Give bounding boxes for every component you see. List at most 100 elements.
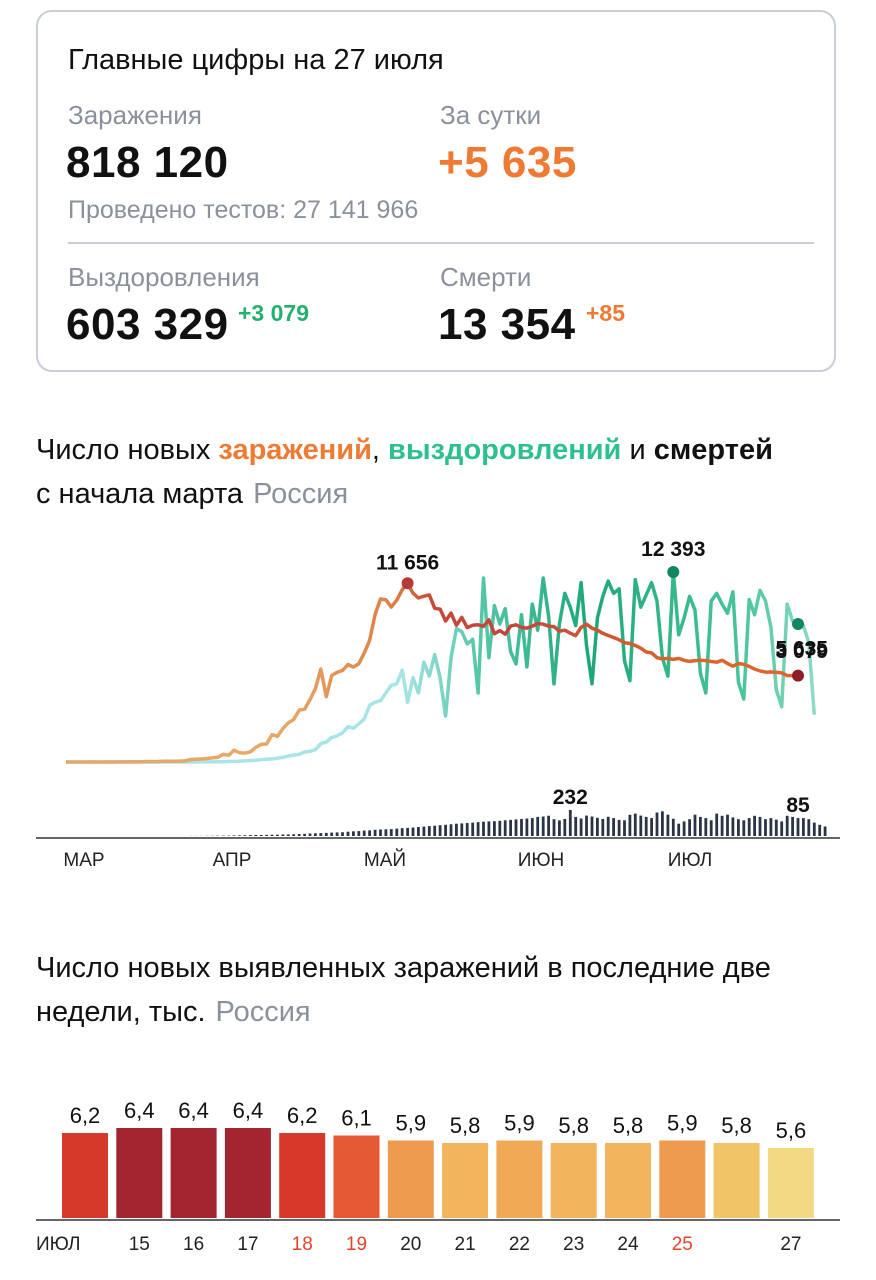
bar-value-label: 5,9 [504,1111,535,1136]
daily-label: За сутки [440,100,542,130]
death-bar [465,823,469,836]
month-tick-label: ИЮЛ [36,1234,80,1255]
death-bar [818,824,822,836]
death-bar [812,822,816,836]
month-label: МАР [63,850,104,871]
death-bar [655,812,659,836]
death-bar [623,820,626,836]
death-bar [774,819,778,836]
death-bar [286,834,290,836]
day-bar [116,1128,163,1218]
recoveries-last-marker [792,618,804,631]
bar-value-label: 5,8 [613,1113,644,1138]
deaths-value: 13 354 [438,300,576,349]
death-bar [400,828,404,836]
two-week-bar-chart: 6,2 6,4 6,4 6,4 6,2 6,1 5,9 5,8 5,9 5,8 5,8 5,9 5,8 5… [36,1098,840,1255]
recoveries-peak-label: 12 393 [641,538,705,561]
death-bar [802,818,805,836]
month-label: ИЮЛ [668,850,712,871]
death-bar [769,818,773,836]
death-bar [726,814,729,836]
day-bar [713,1143,760,1218]
death-bar [731,817,735,836]
death-bar [601,818,605,836]
chart1-heading-comma: , [371,434,389,466]
deaths-delta: +85 [586,300,626,326]
death-bar [232,835,236,836]
day-bar [387,1140,434,1218]
bar-value-label: 6,2 [70,1103,101,1128]
death-bar [639,815,643,836]
death-bar [259,835,263,836]
bar-value-label: 6,4 [178,1098,209,1123]
chart1-heading: Число новых заражений, выздоровлений и с… [36,428,773,516]
death-bar [704,818,708,836]
death-bar [807,819,811,836]
death-bar [427,826,431,836]
day-bar [550,1143,597,1218]
death-bar [324,832,328,836]
day-tick-label: 25 [672,1234,693,1255]
death-bar [612,818,615,836]
death-bar [650,818,653,836]
infections-peak-marker [401,577,414,590]
deaths-last-label: 85 [786,794,810,817]
death-bar [520,819,523,836]
death-bar [417,827,420,836]
day-bar [442,1143,489,1218]
death-bar [764,819,767,836]
day-bar [279,1133,326,1218]
death-bar [389,829,393,836]
infections-label: Заражения [68,100,202,130]
death-bar [297,834,301,836]
death-bar [628,814,632,836]
death-bar [742,820,746,836]
bar-value-label: 6,2 [287,1103,318,1128]
death-bar [449,824,453,836]
death-bar [503,820,507,836]
death-bar [362,830,366,836]
bar-value-label: 5,6 [776,1118,807,1143]
bar-value-label: 5,8 [558,1113,589,1138]
death-bar [379,829,382,836]
deaths-bars [189,810,827,836]
death-bar [319,833,323,836]
infections-last-marker [792,669,804,682]
day-bar [224,1128,271,1218]
death-bar [666,814,670,836]
recoveries-delta: +3 079 [238,300,309,326]
chart2-heading-line2-wrap: недели, тыс. Россия [36,990,771,1034]
day-bar [767,1148,814,1218]
death-bar [525,818,529,836]
death-bar [563,818,567,836]
infections-last-label: 5 635 [775,638,828,661]
deaths-peak-label: 232 [553,786,588,809]
death-bar [677,823,681,836]
death-bar [671,818,675,836]
death-bar [758,816,762,836]
chart2-heading-line2: недели, тыс. [36,996,206,1028]
chart1-month-axis: МАР АПР МАЙ ИЮН ИЮЛ [63,849,712,871]
death-bar [574,816,578,836]
death-bar [536,816,540,836]
death-bar [249,835,252,836]
death-bar [547,815,550,836]
death-bar [498,820,502,836]
day-tick-label: 22 [509,1234,530,1255]
death-bar [471,822,475,836]
death-bar [346,831,350,836]
bar-value-label: 5,9 [667,1111,698,1136]
recoveries-last-label: 3 079 [775,640,828,663]
death-bar [568,810,572,836]
death-bar [384,829,388,836]
bar-value-label: 6,4 [124,1098,155,1123]
chart2-day-axis: ИЮЛ 15 16 17 18 19 20 21 22 23 24 25 27 [36,1234,801,1255]
death-bar [341,832,344,836]
day-bar [333,1135,380,1218]
death-bar [493,821,496,836]
recoveries-label: Выздоровления [68,262,260,292]
death-bar [411,827,415,836]
chart1-heading-since: с начала марта [36,478,244,510]
